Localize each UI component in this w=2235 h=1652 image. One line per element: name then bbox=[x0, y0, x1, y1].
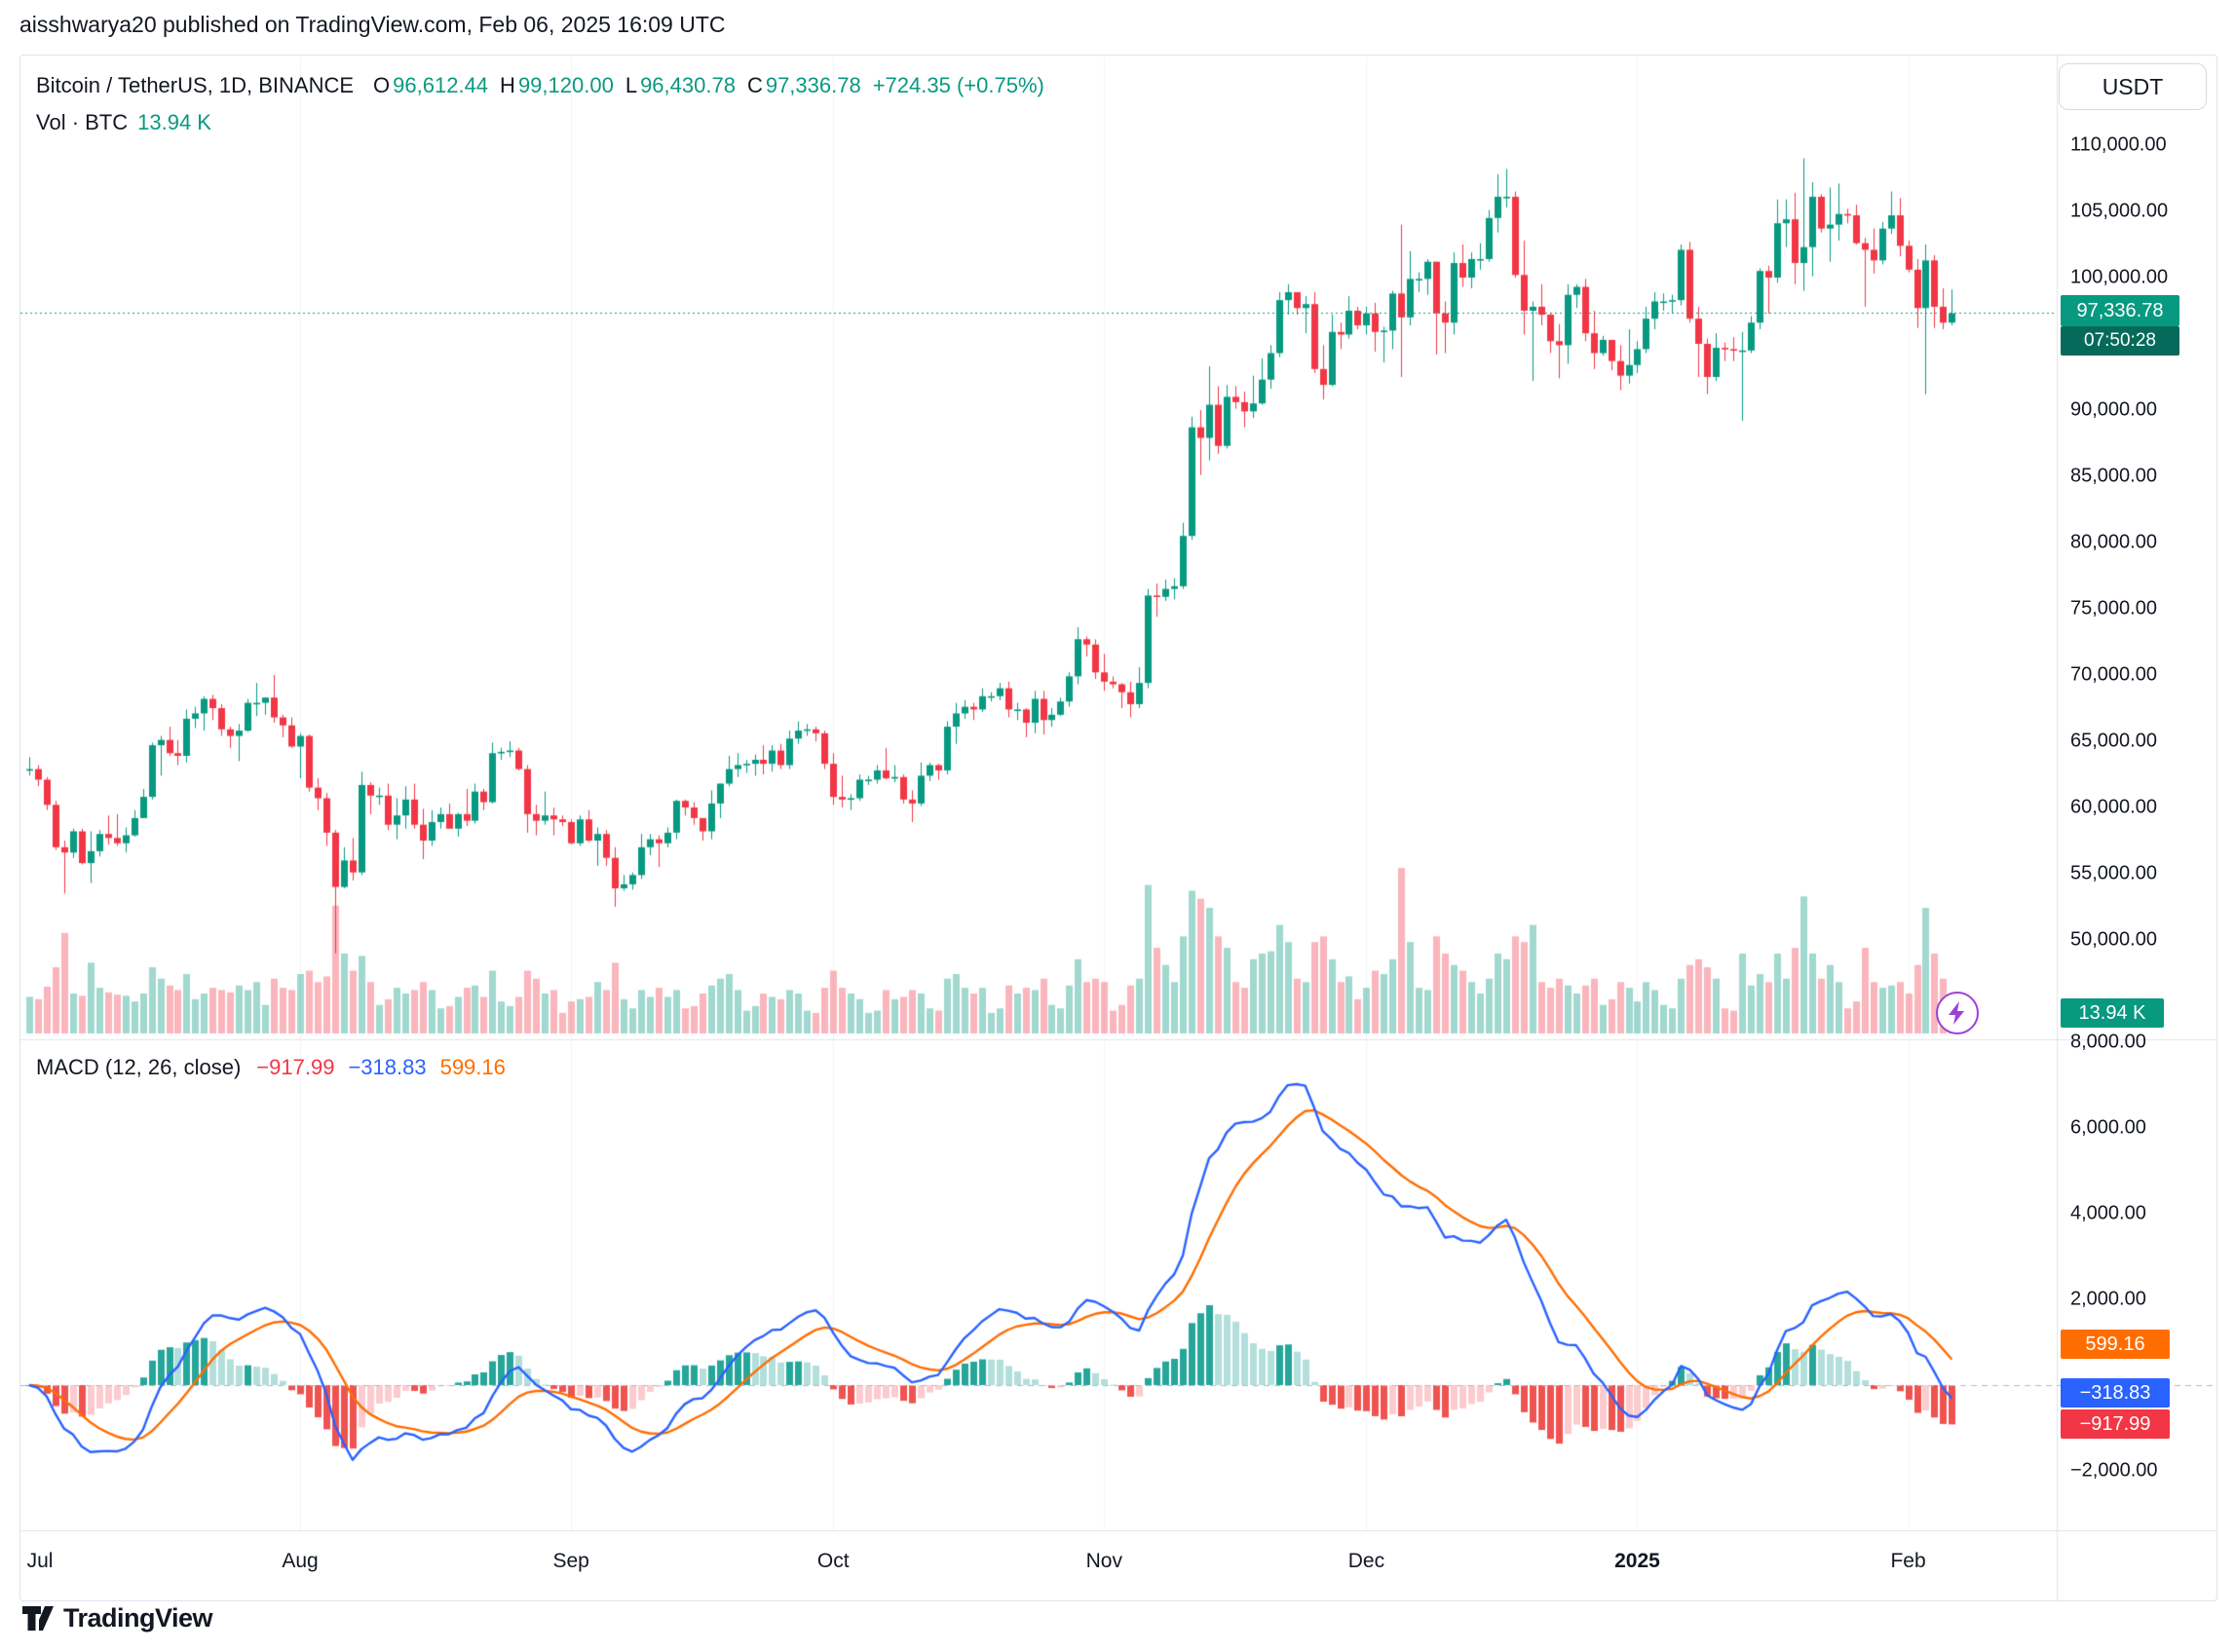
instant-order-bolt-icon[interactable] bbox=[1936, 992, 1979, 1034]
symbol-legend: Bitcoin / TetherUS, 1D, BINANCE O 96,612.4… bbox=[36, 73, 1044, 98]
volume-label: Vol · BTC bbox=[36, 110, 129, 134]
publish-header: aisshwarya20 published on TradingView.co… bbox=[19, 12, 726, 37]
lightning-bolt-icon bbox=[1949, 1001, 1964, 1025]
macd-signal-value: 599.16 bbox=[439, 1055, 506, 1079]
macd-line-value: −318.83 bbox=[348, 1055, 427, 1079]
bar-countdown-badge: 07:50:28 bbox=[2061, 326, 2179, 356]
ohlc-low-value: 96,430.78 bbox=[640, 73, 736, 97]
macd-legend: MACD (12, 26, close) −917.99 −318.83 599.16 bbox=[36, 1055, 506, 1080]
macd-histogram-badge: −917.99 bbox=[2061, 1409, 2170, 1439]
ohlc-open-label: O bbox=[373, 73, 391, 97]
macd-line-badge: −318.83 bbox=[2061, 1378, 2170, 1408]
chart-card: 110,000.00105,000.00100,000.0095,000.009… bbox=[19, 55, 2217, 1601]
currency-toggle-button[interactable]: USDT bbox=[2059, 63, 2207, 110]
ohlc-high-value: 99,120.00 bbox=[517, 73, 614, 97]
ohlc-low-label: L bbox=[625, 73, 638, 97]
volume-value: 13.94 K bbox=[137, 110, 211, 134]
footer-brand[interactable]: TradingView bbox=[21, 1603, 213, 1633]
macd-signal-badge: 599.16 bbox=[2061, 1330, 2170, 1359]
current-volume-badge: 13.94 K bbox=[2061, 998, 2164, 1028]
symbol-title: Bitcoin / TetherUS, 1D, BINANCE bbox=[36, 73, 355, 97]
tradingview-wordmark: TradingView bbox=[63, 1603, 213, 1633]
volume-legend: Vol · BTC 13.94 K bbox=[36, 110, 211, 135]
ohlc-close-label: C bbox=[746, 73, 763, 97]
macd-histogram-value: −917.99 bbox=[256, 1055, 335, 1079]
current-price-badge: 97,336.78 bbox=[2061, 295, 2179, 326]
ohlc-high-label: H bbox=[500, 73, 515, 97]
change-value: +724.35 (+0.75%) bbox=[872, 73, 1044, 97]
chart-canvas[interactable] bbox=[20, 56, 2216, 1600]
macd-label: MACD (12, 26, close) bbox=[36, 1055, 242, 1079]
ohlc-open-value: 96,612.44 bbox=[393, 73, 489, 97]
tradingview-logo-icon bbox=[22, 1606, 54, 1631]
ohlc-close-value: 97,336.78 bbox=[765, 73, 861, 97]
